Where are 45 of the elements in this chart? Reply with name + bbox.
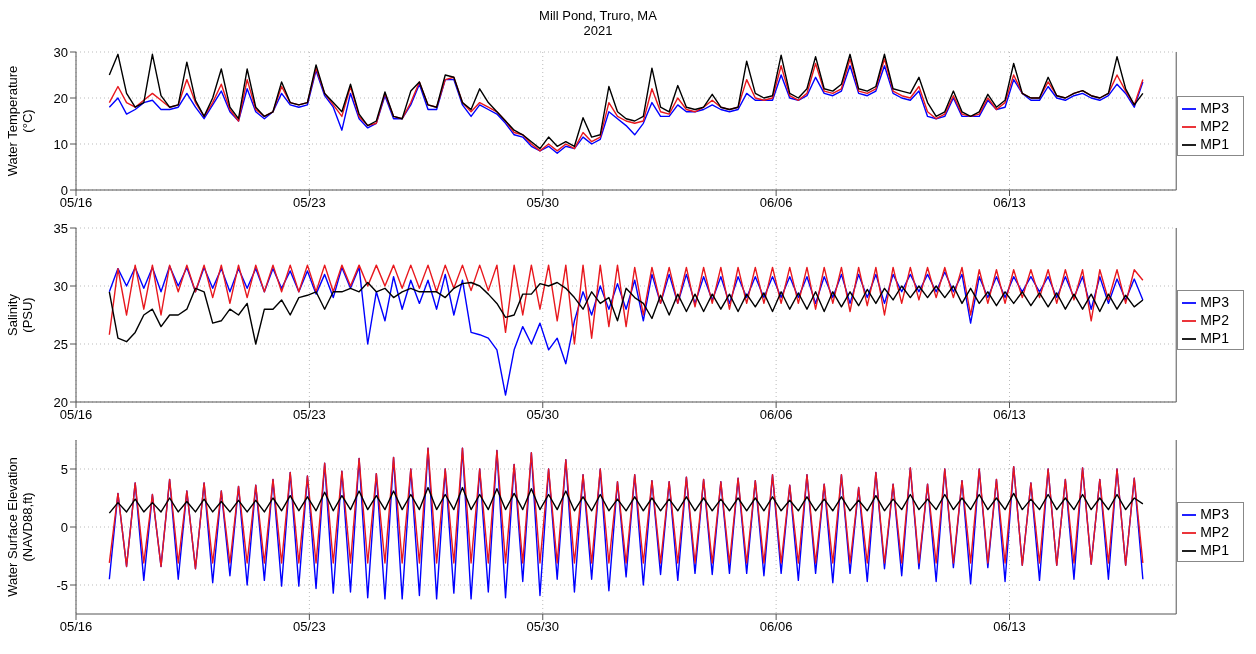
x-tick-label: 05/16 xyxy=(59,195,93,211)
x-tick-label: 05/23 xyxy=(293,619,326,635)
legend-label: MP3 xyxy=(1200,506,1229,522)
x-tick-label: 05/30 xyxy=(526,195,560,211)
x-tick-label: 06/13 xyxy=(993,619,1026,635)
legend-label: MP3 xyxy=(1200,100,1229,116)
x-tick-label: 05/16 xyxy=(59,619,93,635)
x-tick-label: 06/06 xyxy=(759,407,793,423)
legend-label: MP1 xyxy=(1200,136,1229,152)
legend-label: MP1 xyxy=(1200,542,1229,558)
y-tick-label: 5 xyxy=(60,461,68,477)
x-tick-label: 05/23 xyxy=(293,195,326,211)
y-axis-title: Salinity (PSU) xyxy=(4,293,35,336)
y-axis-title: Water Surface Elevation (NAVD88,ft) xyxy=(4,457,35,597)
y-tick-label: 35 xyxy=(53,220,68,236)
legend-label: MP1 xyxy=(1200,330,1229,346)
y-tick-label: 25 xyxy=(53,336,68,352)
x-tick-label: 05/30 xyxy=(526,407,560,423)
x-tick-label: 06/06 xyxy=(759,195,793,211)
legend-label: MP2 xyxy=(1200,118,1229,134)
x-tick-label: 05/23 xyxy=(293,407,326,423)
y-tick-label: 10 xyxy=(53,136,68,152)
legend-label: MP2 xyxy=(1200,312,1229,328)
legend-label: MP2 xyxy=(1200,524,1229,540)
y-tick-label: 30 xyxy=(53,278,68,294)
y-tick-label: 20 xyxy=(53,90,68,106)
y-tick-label: 0 xyxy=(60,182,68,198)
chart-title: Mill Pond, Truro, MA xyxy=(538,8,658,23)
x-tick-label: 05/16 xyxy=(59,407,93,423)
y-tick-label: 0 xyxy=(60,519,68,535)
legend-label: MP3 xyxy=(1200,294,1229,310)
x-tick-label: 06/13 xyxy=(993,195,1026,211)
y-axis-title: Water Temperature (°C) xyxy=(4,65,35,177)
line-series xyxy=(108,264,1144,345)
x-tick-label: 05/30 xyxy=(526,619,560,635)
y-tick-label: -5 xyxy=(56,577,68,593)
y-tick-label: 30 xyxy=(53,44,68,60)
y-tick-label: 20 xyxy=(53,394,68,410)
x-tick-label: 06/13 xyxy=(993,407,1026,423)
line-series xyxy=(108,265,1144,396)
line-series xyxy=(108,486,1144,514)
chart-subtitle: 2021 xyxy=(582,23,614,38)
x-tick-label: 06/06 xyxy=(759,619,793,635)
line-series xyxy=(108,281,1144,345)
line-series xyxy=(108,447,1144,570)
